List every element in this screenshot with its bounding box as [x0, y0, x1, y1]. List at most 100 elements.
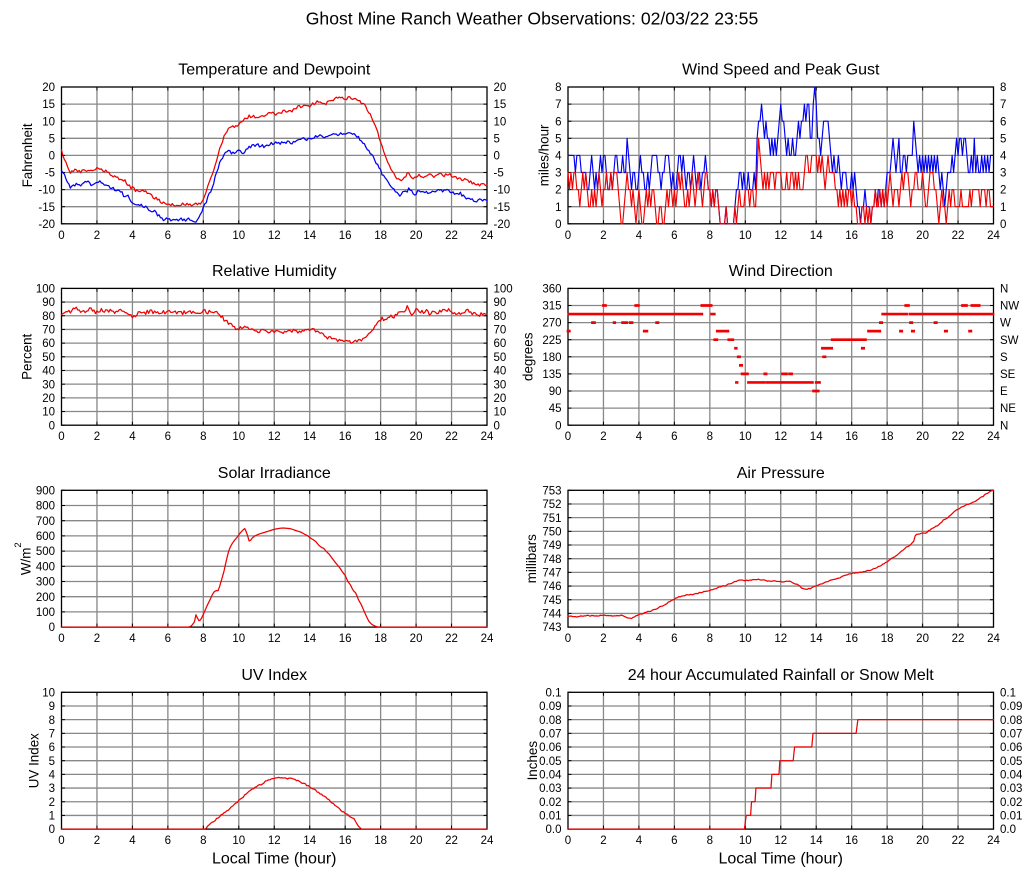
- svg-text:18: 18: [881, 633, 894, 645]
- svg-text:753: 753: [542, 485, 561, 497]
- svg-text:2: 2: [1000, 185, 1006, 197]
- svg-text:N: N: [1000, 420, 1008, 432]
- svg-text:8: 8: [555, 82, 561, 94]
- svg-text:10: 10: [739, 230, 752, 242]
- svg-text:24 hour Accumulated Rainfall o: 24 hour Accumulated Rainfall or Snow Mel…: [628, 667, 934, 684]
- svg-text:300: 300: [36, 577, 55, 589]
- svg-text:0: 0: [49, 151, 55, 163]
- svg-text:0.05: 0.05: [1000, 756, 1022, 768]
- svg-text:0.09: 0.09: [539, 701, 561, 713]
- svg-text:4: 4: [129, 633, 136, 645]
- svg-text:24: 24: [987, 431, 1000, 443]
- svg-text:360: 360: [542, 284, 561, 296]
- svg-text:2: 2: [600, 835, 606, 847]
- svg-text:E: E: [1000, 386, 1008, 398]
- svg-text:0: 0: [49, 420, 55, 432]
- svg-text:W: W: [1000, 318, 1011, 330]
- svg-text:24: 24: [987, 633, 1000, 645]
- svg-text:4: 4: [636, 633, 643, 645]
- svg-text:0.0: 0.0: [1000, 824, 1016, 836]
- svg-text:15: 15: [494, 99, 507, 111]
- svg-text:2: 2: [600, 633, 606, 645]
- svg-text:0.02: 0.02: [1000, 797, 1022, 809]
- svg-text:10: 10: [42, 687, 55, 699]
- svg-text:750: 750: [542, 526, 561, 538]
- svg-text:9: 9: [49, 701, 55, 713]
- svg-text:0.07: 0.07: [539, 728, 561, 740]
- svg-text:18: 18: [374, 230, 387, 242]
- svg-text:10: 10: [494, 116, 507, 128]
- svg-text:S: S: [1000, 352, 1008, 364]
- svg-text:30: 30: [494, 379, 507, 391]
- svg-text:0.1: 0.1: [546, 687, 562, 699]
- svg-text:NE: NE: [1000, 403, 1016, 415]
- svg-text:18: 18: [374, 835, 387, 847]
- svg-text:SW: SW: [1000, 335, 1019, 347]
- svg-text:800: 800: [36, 501, 55, 513]
- svg-text:749: 749: [542, 540, 561, 552]
- svg-text:6: 6: [671, 431, 677, 443]
- svg-text:2: 2: [94, 431, 100, 443]
- svg-text:5: 5: [1000, 133, 1006, 145]
- svg-text:20: 20: [410, 633, 423, 645]
- svg-text:700: 700: [36, 516, 55, 528]
- svg-text:24: 24: [481, 431, 494, 443]
- svg-text:Local Time (hour): Local Time (hour): [212, 850, 337, 867]
- svg-text:6: 6: [165, 230, 171, 242]
- svg-text:UV Index: UV Index: [26, 733, 41, 788]
- svg-text:0.03: 0.03: [539, 783, 561, 795]
- svg-text:4: 4: [555, 151, 562, 163]
- svg-text:10: 10: [42, 407, 55, 419]
- svg-text:60: 60: [42, 338, 55, 350]
- svg-text:0.05: 0.05: [539, 756, 561, 768]
- svg-text:7: 7: [49, 728, 55, 740]
- svg-text:8: 8: [49, 715, 55, 727]
- svg-text:4: 4: [1000, 151, 1007, 163]
- svg-text:0.07: 0.07: [1000, 728, 1022, 740]
- svg-text:14: 14: [303, 230, 316, 242]
- svg-text:0.02: 0.02: [539, 797, 561, 809]
- svg-text:20: 20: [494, 82, 507, 94]
- svg-text:0.06: 0.06: [1000, 742, 1022, 754]
- svg-text:18: 18: [374, 431, 387, 443]
- svg-text:0: 0: [58, 835, 64, 847]
- svg-text:100: 100: [36, 284, 55, 296]
- svg-text:2: 2: [600, 431, 606, 443]
- svg-text:0.04: 0.04: [539, 769, 562, 781]
- svg-text:8: 8: [200, 633, 206, 645]
- svg-text:270: 270: [542, 318, 561, 330]
- svg-text:NW: NW: [1000, 301, 1019, 313]
- svg-text:40: 40: [494, 366, 507, 378]
- svg-text:6: 6: [671, 835, 677, 847]
- svg-text:2: 2: [94, 633, 100, 645]
- svg-text:12: 12: [774, 230, 787, 242]
- svg-text:22: 22: [952, 835, 965, 847]
- svg-text:0.08: 0.08: [539, 715, 561, 727]
- svg-text:14: 14: [810, 230, 823, 242]
- svg-text:0.03: 0.03: [1000, 783, 1022, 795]
- svg-text:4: 4: [636, 230, 643, 242]
- svg-text:70: 70: [494, 325, 507, 337]
- svg-text:80: 80: [42, 311, 55, 323]
- svg-text:1: 1: [49, 811, 55, 823]
- svg-text:Fahrenheit: Fahrenheit: [20, 123, 35, 187]
- svg-text:8: 8: [707, 230, 713, 242]
- svg-text:746: 746: [542, 581, 561, 593]
- svg-text:0: 0: [494, 151, 500, 163]
- svg-text:0.01: 0.01: [539, 811, 561, 823]
- svg-text:15: 15: [42, 99, 55, 111]
- svg-text:743: 743: [542, 622, 561, 634]
- svg-text:2: 2: [600, 230, 606, 242]
- svg-text:14: 14: [303, 835, 316, 847]
- svg-text:8: 8: [200, 431, 206, 443]
- svg-text:5: 5: [49, 756, 55, 768]
- svg-text:Ghost Mine Ranch Weather Obser: Ghost Mine Ranch Weather Observations: 0…: [306, 9, 759, 29]
- svg-text:miles/hour: miles/hour: [536, 124, 551, 186]
- svg-text:Relative Humidity: Relative Humidity: [212, 263, 336, 280]
- svg-text:24: 24: [481, 230, 494, 242]
- svg-text:0: 0: [58, 633, 64, 645]
- svg-text:20: 20: [410, 835, 423, 847]
- svg-text:8: 8: [707, 431, 713, 443]
- svg-text:10: 10: [739, 633, 752, 645]
- svg-text:3: 3: [555, 168, 561, 180]
